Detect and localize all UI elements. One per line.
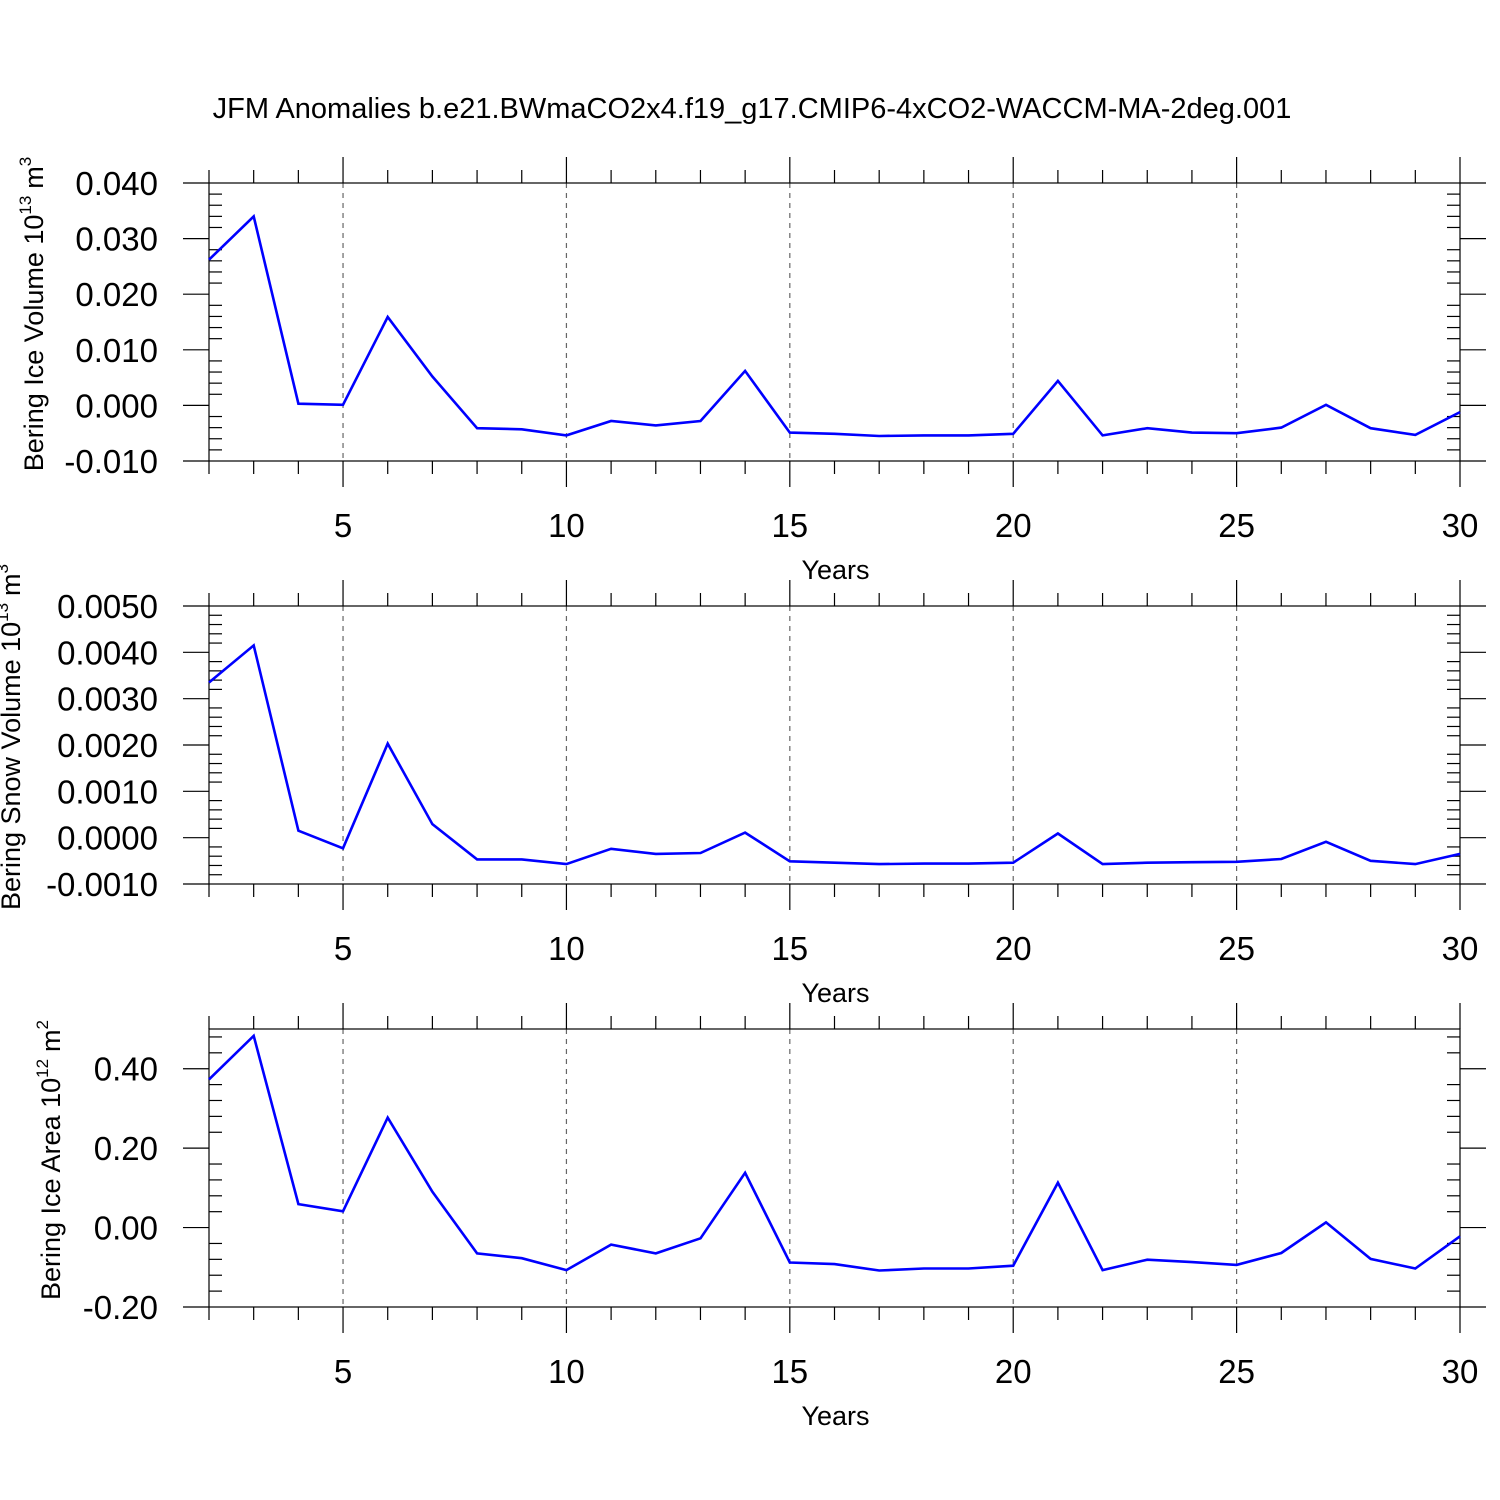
x-tick-label: 10: [548, 930, 585, 967]
panels: 5 10 15 20 25 30-0.0100.0000.0100.0200.0300.0…: [0, 157, 1486, 1431]
plot-frame: [208, 182, 1461, 462]
y-axis-label-unit-exponent: 3: [0, 564, 12, 573]
y-axis-label-unit: m: [19, 166, 49, 189]
x-axis-label: Years: [801, 978, 869, 1008]
y-tick-label: 0.010: [75, 332, 158, 369]
y-axis-label: Bering Ice Volume 1013 m3: [16, 157, 49, 472]
y-axis-label-text: Bering Ice Volume 10: [19, 215, 49, 472]
y-axis-label: Bering Ice Area 1012 m2: [33, 1020, 66, 1300]
x-tick-label: 20: [995, 1353, 1032, 1390]
y-tick-label: 0.020: [75, 276, 158, 313]
series-line: [208, 213, 1461, 438]
plot-frame: [208, 605, 1461, 885]
series-line: [208, 643, 1461, 866]
y-axis-label-exponent: 13: [0, 603, 12, 622]
x-tick-label: 15: [771, 930, 808, 967]
x-tick-label: 5: [334, 930, 352, 967]
figure-title: JFM Anomalies b.e21.BWmaCO2x4.f19_g17.CM…: [213, 93, 1292, 125]
x-tick-label: 5: [334, 1353, 352, 1390]
y-tick-label: -0.20: [83, 1289, 158, 1326]
y-tick-label: 0.030: [75, 221, 158, 258]
x-tick-label: 30: [1442, 930, 1479, 967]
y-axis-label: Bering Snow Volume 1013 m3: [0, 564, 26, 910]
panel-1: 5 10 15 20 25 30 -0.010 0.000 0.010 0.020 0.030 0.0…: [16, 157, 1486, 585]
y-tick-label: -0.0010: [46, 866, 158, 903]
y-tick-label: 0.0020: [57, 727, 158, 764]
y-axis-label-text: Bering Ice Area 10: [36, 1078, 66, 1300]
x-tick-label: 15: [771, 1353, 808, 1390]
x-tick-label: 30: [1442, 507, 1479, 544]
x-tick-label: 10: [548, 507, 585, 544]
y-tick-label: 0.40: [94, 1051, 158, 1088]
y-axis-label-unit: m: [0, 573, 26, 596]
y-tick-label: -0.010: [64, 443, 158, 480]
y-axis-label-text: Bering Snow Volume 10: [0, 622, 26, 910]
panel-2: 5 10 15 20 25 30 -0.0010 0.0000 0.0010 0.0020 0.00…: [0, 564, 1486, 1008]
y-axis-label-unit: m: [36, 1029, 66, 1052]
x-tick-label: 25: [1218, 930, 1255, 967]
y-tick-label: 0.000: [75, 387, 158, 424]
y-axis-label-unit-exponent: 3: [16, 157, 35, 166]
y-tick-label: 0.040: [75, 165, 158, 202]
y-tick-label: 0.0030: [57, 681, 158, 718]
y-tick-label: 0.20: [94, 1130, 158, 1167]
y-axis-label-exponent: 12: [33, 1059, 52, 1078]
y-tick-label: 0.00: [94, 1210, 158, 1247]
y-tick-label: 0.0040: [57, 634, 158, 671]
x-axis-label: Years: [801, 555, 869, 585]
y-tick-label: 0.0050: [57, 588, 158, 625]
y-tick-label: 0.0010: [57, 773, 158, 810]
x-tick-label: 10: [548, 1353, 585, 1390]
y-axis-label-unit-exponent: 2: [33, 1020, 52, 1029]
x-tick-label: 25: [1218, 1353, 1255, 1390]
x-tick-label: 20: [995, 930, 1032, 967]
x-tick-label: 30: [1442, 1353, 1479, 1390]
x-tick-label: 25: [1218, 507, 1255, 544]
x-tick-label: 15: [771, 507, 808, 544]
y-axis-label-exponent: 13: [16, 196, 35, 215]
x-tick-label: 5: [334, 507, 352, 544]
x-tick-label: 20: [995, 507, 1032, 544]
panel-3: 5 10 15 20 25 30 -0.20 0.00 0.20 0.40 Years Bering …: [33, 1003, 1486, 1431]
y-tick-label: 0.0000: [57, 820, 158, 857]
series-line: [208, 1033, 1461, 1272]
x-axis-label: Years: [801, 1401, 869, 1431]
